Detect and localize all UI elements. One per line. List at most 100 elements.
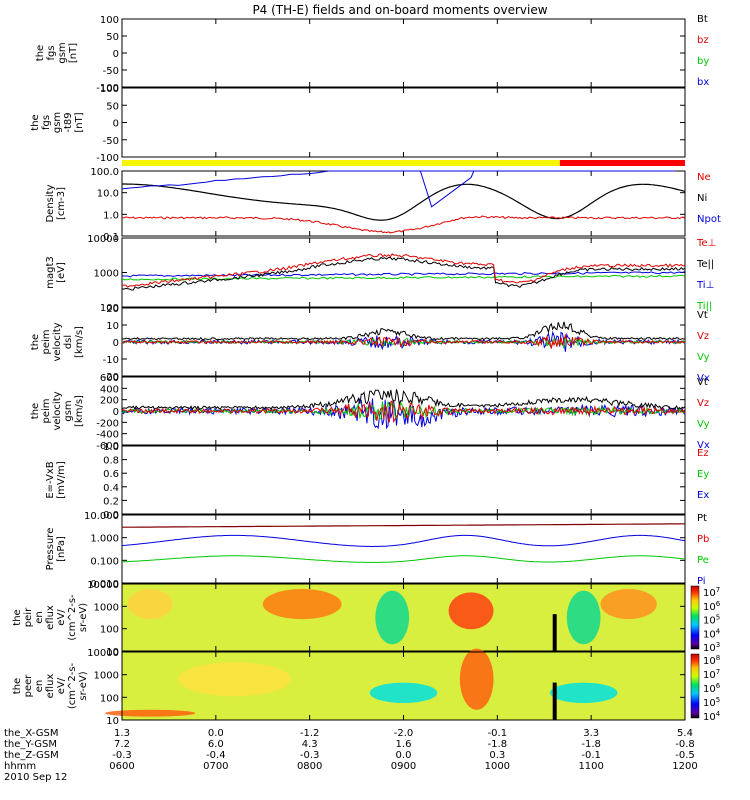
y-axis-label-line: magt3 bbox=[45, 256, 56, 289]
series-npot bbox=[121, 170, 676, 190]
orbit-value: 0600 bbox=[109, 761, 134, 772]
mode-bar-segment bbox=[122, 160, 560, 166]
spectrogram-blob bbox=[566, 590, 601, 645]
y-axis-label-line: gsm bbox=[57, 42, 68, 63]
y-tick-label: -20 bbox=[103, 372, 119, 383]
orbit-value: 1100 bbox=[578, 761, 603, 772]
y-axis-label: magt3[eV] bbox=[45, 256, 67, 289]
figure-title: P4 (TH-E) fields and on-board moments ov… bbox=[252, 3, 547, 17]
y-axis-label-line: Density bbox=[45, 184, 56, 222]
series-vz bbox=[121, 400, 686, 424]
colorbar-label-base: 10 bbox=[703, 712, 716, 723]
legend-pi: Pi bbox=[697, 576, 706, 587]
traces-density bbox=[121, 170, 686, 234]
colorbar-label-exp: 6 bbox=[716, 600, 721, 608]
legend-vy: Vy bbox=[697, 419, 710, 430]
orbit-row-label: the_Z-GSM bbox=[4, 750, 59, 761]
y-tick-label: 0.4 bbox=[103, 483, 119, 494]
legend-by: by bbox=[697, 56, 709, 67]
traces-velocity_e bbox=[121, 321, 686, 352]
colorbar-label: 107 bbox=[703, 668, 720, 681]
colorbar-label: 106 bbox=[703, 682, 721, 695]
y-tick-label: 100 bbox=[100, 693, 119, 704]
colorbar-label-base: 10 bbox=[703, 616, 716, 627]
y-axis-label: thepeimvelocitydsl[km/s] bbox=[30, 322, 85, 361]
y-tick-label: 1.0 bbox=[103, 442, 119, 453]
colorbar-label-exp: 6 bbox=[716, 682, 721, 690]
colorbar-label-base: 10 bbox=[703, 684, 716, 695]
y-axis-label: thepeimvelocitygsm[km/s] bbox=[30, 391, 85, 430]
y-tick-label: 100 bbox=[100, 625, 119, 636]
legend-vt: Vt bbox=[697, 310, 708, 321]
y-tick-label: 20 bbox=[106, 304, 119, 315]
panel-frame bbox=[121, 170, 686, 237]
y-tick-label: -400 bbox=[96, 430, 119, 441]
orbit-value: -0.3 bbox=[112, 750, 132, 761]
orbit-value: 6.0 bbox=[208, 739, 224, 750]
panel-frame bbox=[121, 87, 686, 158]
y-axis-label-line: [mV/m] bbox=[56, 461, 67, 499]
panel-fgs_gse: 100 50 0 -50 -100 thefgsgsm[nT] Bt bz by bx bbox=[35, 14, 709, 94]
spectrogram-elec_spec bbox=[105, 648, 685, 720]
spectrogram-blob bbox=[262, 589, 342, 620]
legend-vx: Vx bbox=[697, 440, 710, 451]
orbit-value: -0.8 bbox=[675, 739, 695, 750]
y-axis-label-line: peer bbox=[23, 674, 34, 698]
colorbar-label-exp: 7 bbox=[716, 668, 720, 676]
y-tick-label: 50 bbox=[106, 32, 119, 43]
y-tick-label: 100 bbox=[100, 303, 119, 314]
y-axis-label-line: the bbox=[35, 45, 46, 61]
y-axis-label: thepeirenefluxeV/(cm^2-s-sr-eV) bbox=[12, 594, 89, 641]
spectrogram-blob bbox=[375, 590, 410, 645]
orbit-value: -1.8 bbox=[488, 739, 508, 750]
orbit-row-label: the_Y-GSM bbox=[4, 739, 57, 750]
orbit-value: 0800 bbox=[297, 761, 322, 772]
y-axis-label-line: en bbox=[34, 680, 45, 693]
legend-pb: Pb bbox=[697, 534, 709, 545]
colorbar-label-exp: 5 bbox=[716, 696, 720, 704]
y-tick-label: 0 bbox=[113, 407, 119, 418]
y-tick-label: 10 bbox=[106, 647, 119, 658]
orbit-value: 0.3 bbox=[489, 750, 505, 761]
legend-bt: Bt bbox=[697, 14, 708, 25]
y-tick-label: 400 bbox=[100, 384, 119, 395]
y-tick-label: -100 bbox=[96, 153, 119, 164]
series-pi bbox=[121, 534, 686, 547]
series-vx bbox=[121, 397, 686, 430]
spectrogram-blob bbox=[127, 589, 173, 620]
y-tick-label: 0 bbox=[113, 119, 119, 130]
y-axis-label-line: fgs bbox=[46, 45, 57, 60]
y-tick-label: 100.0 bbox=[90, 167, 119, 178]
colorbar-label-exp: 5 bbox=[716, 614, 720, 622]
series-vt bbox=[121, 389, 686, 411]
series-te-par bbox=[121, 256, 686, 291]
y-axis-label-line: the bbox=[30, 403, 41, 419]
panel-elec_spec: 10000 1000 100 10 thepeerenefluxeV/(cm^2-s-s… bbox=[12, 648, 721, 727]
orbit-value: -1.8 bbox=[581, 739, 601, 750]
spectrogram-blob bbox=[459, 648, 494, 710]
orbit-value: 7.2 bbox=[114, 739, 130, 750]
panel-density: 100.0 10.0 1.0 0.1 Density[cm-3] Ne Ni Npot bbox=[45, 167, 721, 243]
colorbar-label-exp: 4 bbox=[716, 627, 721, 635]
y-axis-label-line: fgs bbox=[41, 115, 52, 130]
colorbar-label-base: 10 bbox=[703, 670, 716, 681]
y-tick-label: 1000 bbox=[94, 269, 119, 280]
colorbar-label-base: 10 bbox=[703, 602, 716, 613]
y-axis-label-line: [eV] bbox=[56, 262, 67, 283]
series-vy bbox=[121, 401, 686, 420]
legend-vz: Vz bbox=[697, 398, 709, 409]
y-tick-label: 1.000 bbox=[90, 534, 119, 545]
series-ti-par bbox=[121, 274, 686, 281]
series-npot-burst bbox=[419, 170, 475, 208]
orbit-value: 0900 bbox=[391, 761, 416, 772]
orbit-value: 0700 bbox=[203, 761, 228, 772]
legend-pe: Pe bbox=[697, 555, 709, 566]
panel-efield: 1.0 0.8 0.6 0.4 0.2 0.0 E=-VxB[mV/m] Ez Ey Ex bbox=[45, 442, 709, 521]
y-axis-label-line: en bbox=[34, 611, 45, 624]
y-tick-label: 600 bbox=[100, 373, 119, 384]
colorbar-label-exp: 8 bbox=[716, 654, 720, 662]
spectrogram-blob bbox=[178, 662, 291, 697]
colorbar-label: 106 bbox=[703, 600, 721, 613]
y-axis-label-line: [nT] bbox=[68, 43, 79, 63]
